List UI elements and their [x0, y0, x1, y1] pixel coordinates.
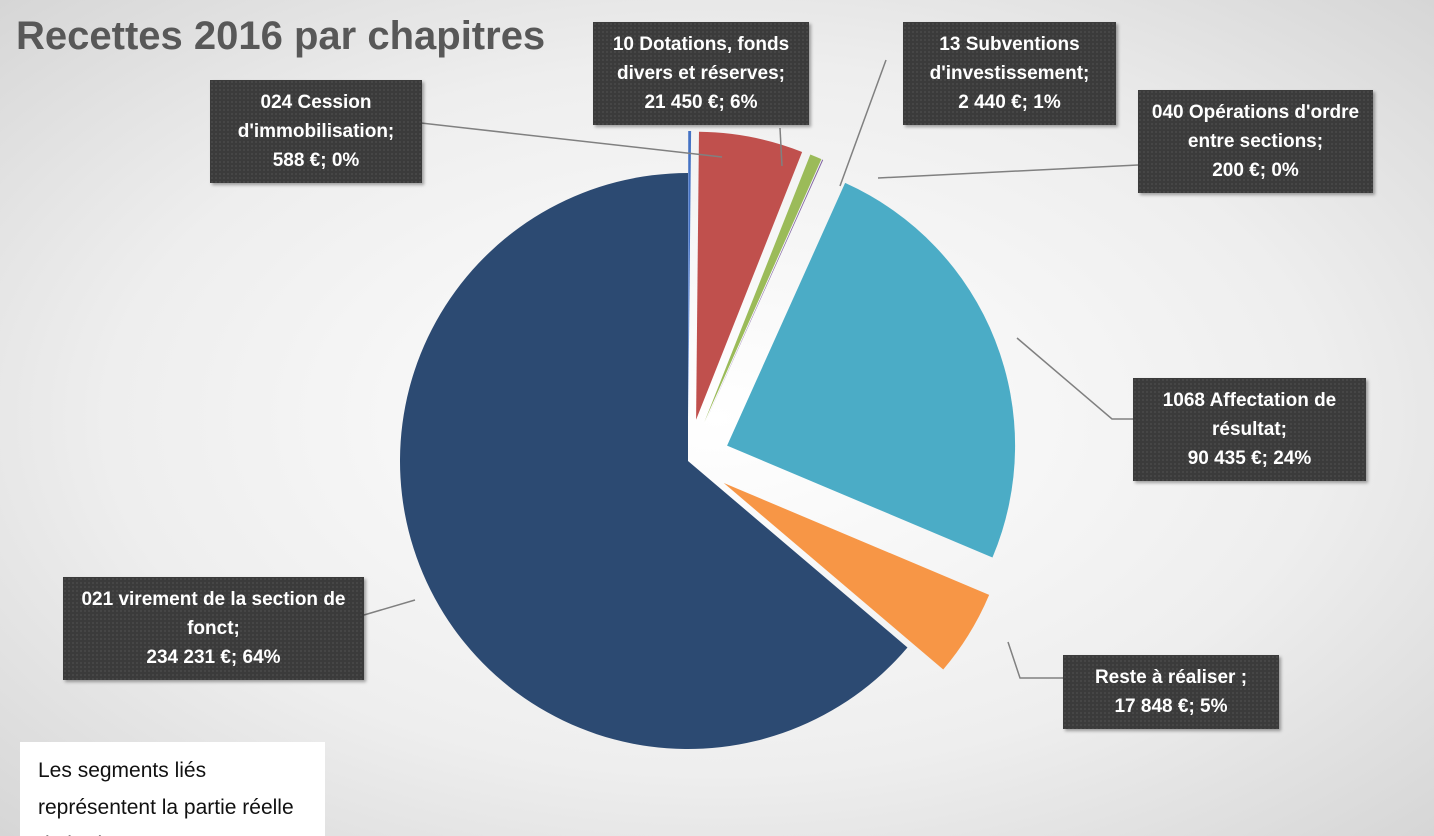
value-label: 17 848 €; 5%: [1114, 696, 1228, 717]
annotation: Les segments liés représentent la partie…: [20, 742, 325, 836]
value-label: 588 €; 0%: [272, 150, 360, 171]
data-label: 040 Opérations d'ordre entre sections; 20…: [1138, 90, 1373, 193]
category-label: 1068 Affectation de résultat;: [1162, 390, 1337, 440]
leader-line: [877, 164, 1139, 179]
leader-line: [1007, 641, 1063, 679]
leader-line: [839, 59, 887, 187]
data-label: 021 virement de la section de fonct; 234 …: [63, 577, 364, 680]
category-label: 040 Opérations d'ordre entre sections;: [1151, 102, 1360, 152]
category-label: 10 Dotations, fonds divers et réserves;: [612, 34, 790, 84]
data-label: 13 Subventions d'investissement; 2 440 €;…: [903, 22, 1116, 125]
pie-slice: [705, 159, 824, 423]
pie-slice: [399, 173, 908, 750]
value-label: 200 €; 0%: [1212, 160, 1299, 181]
value-label: 90 435 €; 24%: [1187, 448, 1312, 469]
pie-slice: [727, 182, 1016, 558]
category-label: 13 Subventions d'investissement;: [929, 34, 1090, 84]
chart-title: Recettes 2016 par chapitres: [16, 14, 546, 58]
category-label: Reste à réaliser ;: [1094, 667, 1248, 688]
data-label: 10 Dotations, fonds divers et réserves; 2…: [593, 22, 809, 125]
pie-slice: [688, 131, 692, 420]
leader-line: [1016, 337, 1133, 420]
category-label: 024 Cession d'immobilisation;: [237, 92, 395, 142]
leader-line: [363, 599, 416, 616]
value-label: 21 450 €; 6%: [644, 92, 758, 113]
leader-line: [420, 122, 723, 158]
pie-slice: [723, 483, 990, 670]
data-label: 1068 Affectation de résultat; 90 435 €; 2…: [1133, 378, 1366, 481]
data-label: 024 Cession d'immobilisation; 588 €; 0%: [210, 80, 422, 183]
data-label: Reste à réaliser ; 17 848 €; 5%: [1063, 655, 1279, 729]
pie-slice: [704, 154, 822, 423]
pie-slice: [696, 131, 803, 420]
category-label: 021 virement de la section de fonct;: [81, 589, 346, 639]
value-label: 234 231 €; 64%: [146, 647, 281, 668]
value-label: 2 440 €; 1%: [958, 92, 1061, 113]
leader-line: [779, 127, 783, 167]
